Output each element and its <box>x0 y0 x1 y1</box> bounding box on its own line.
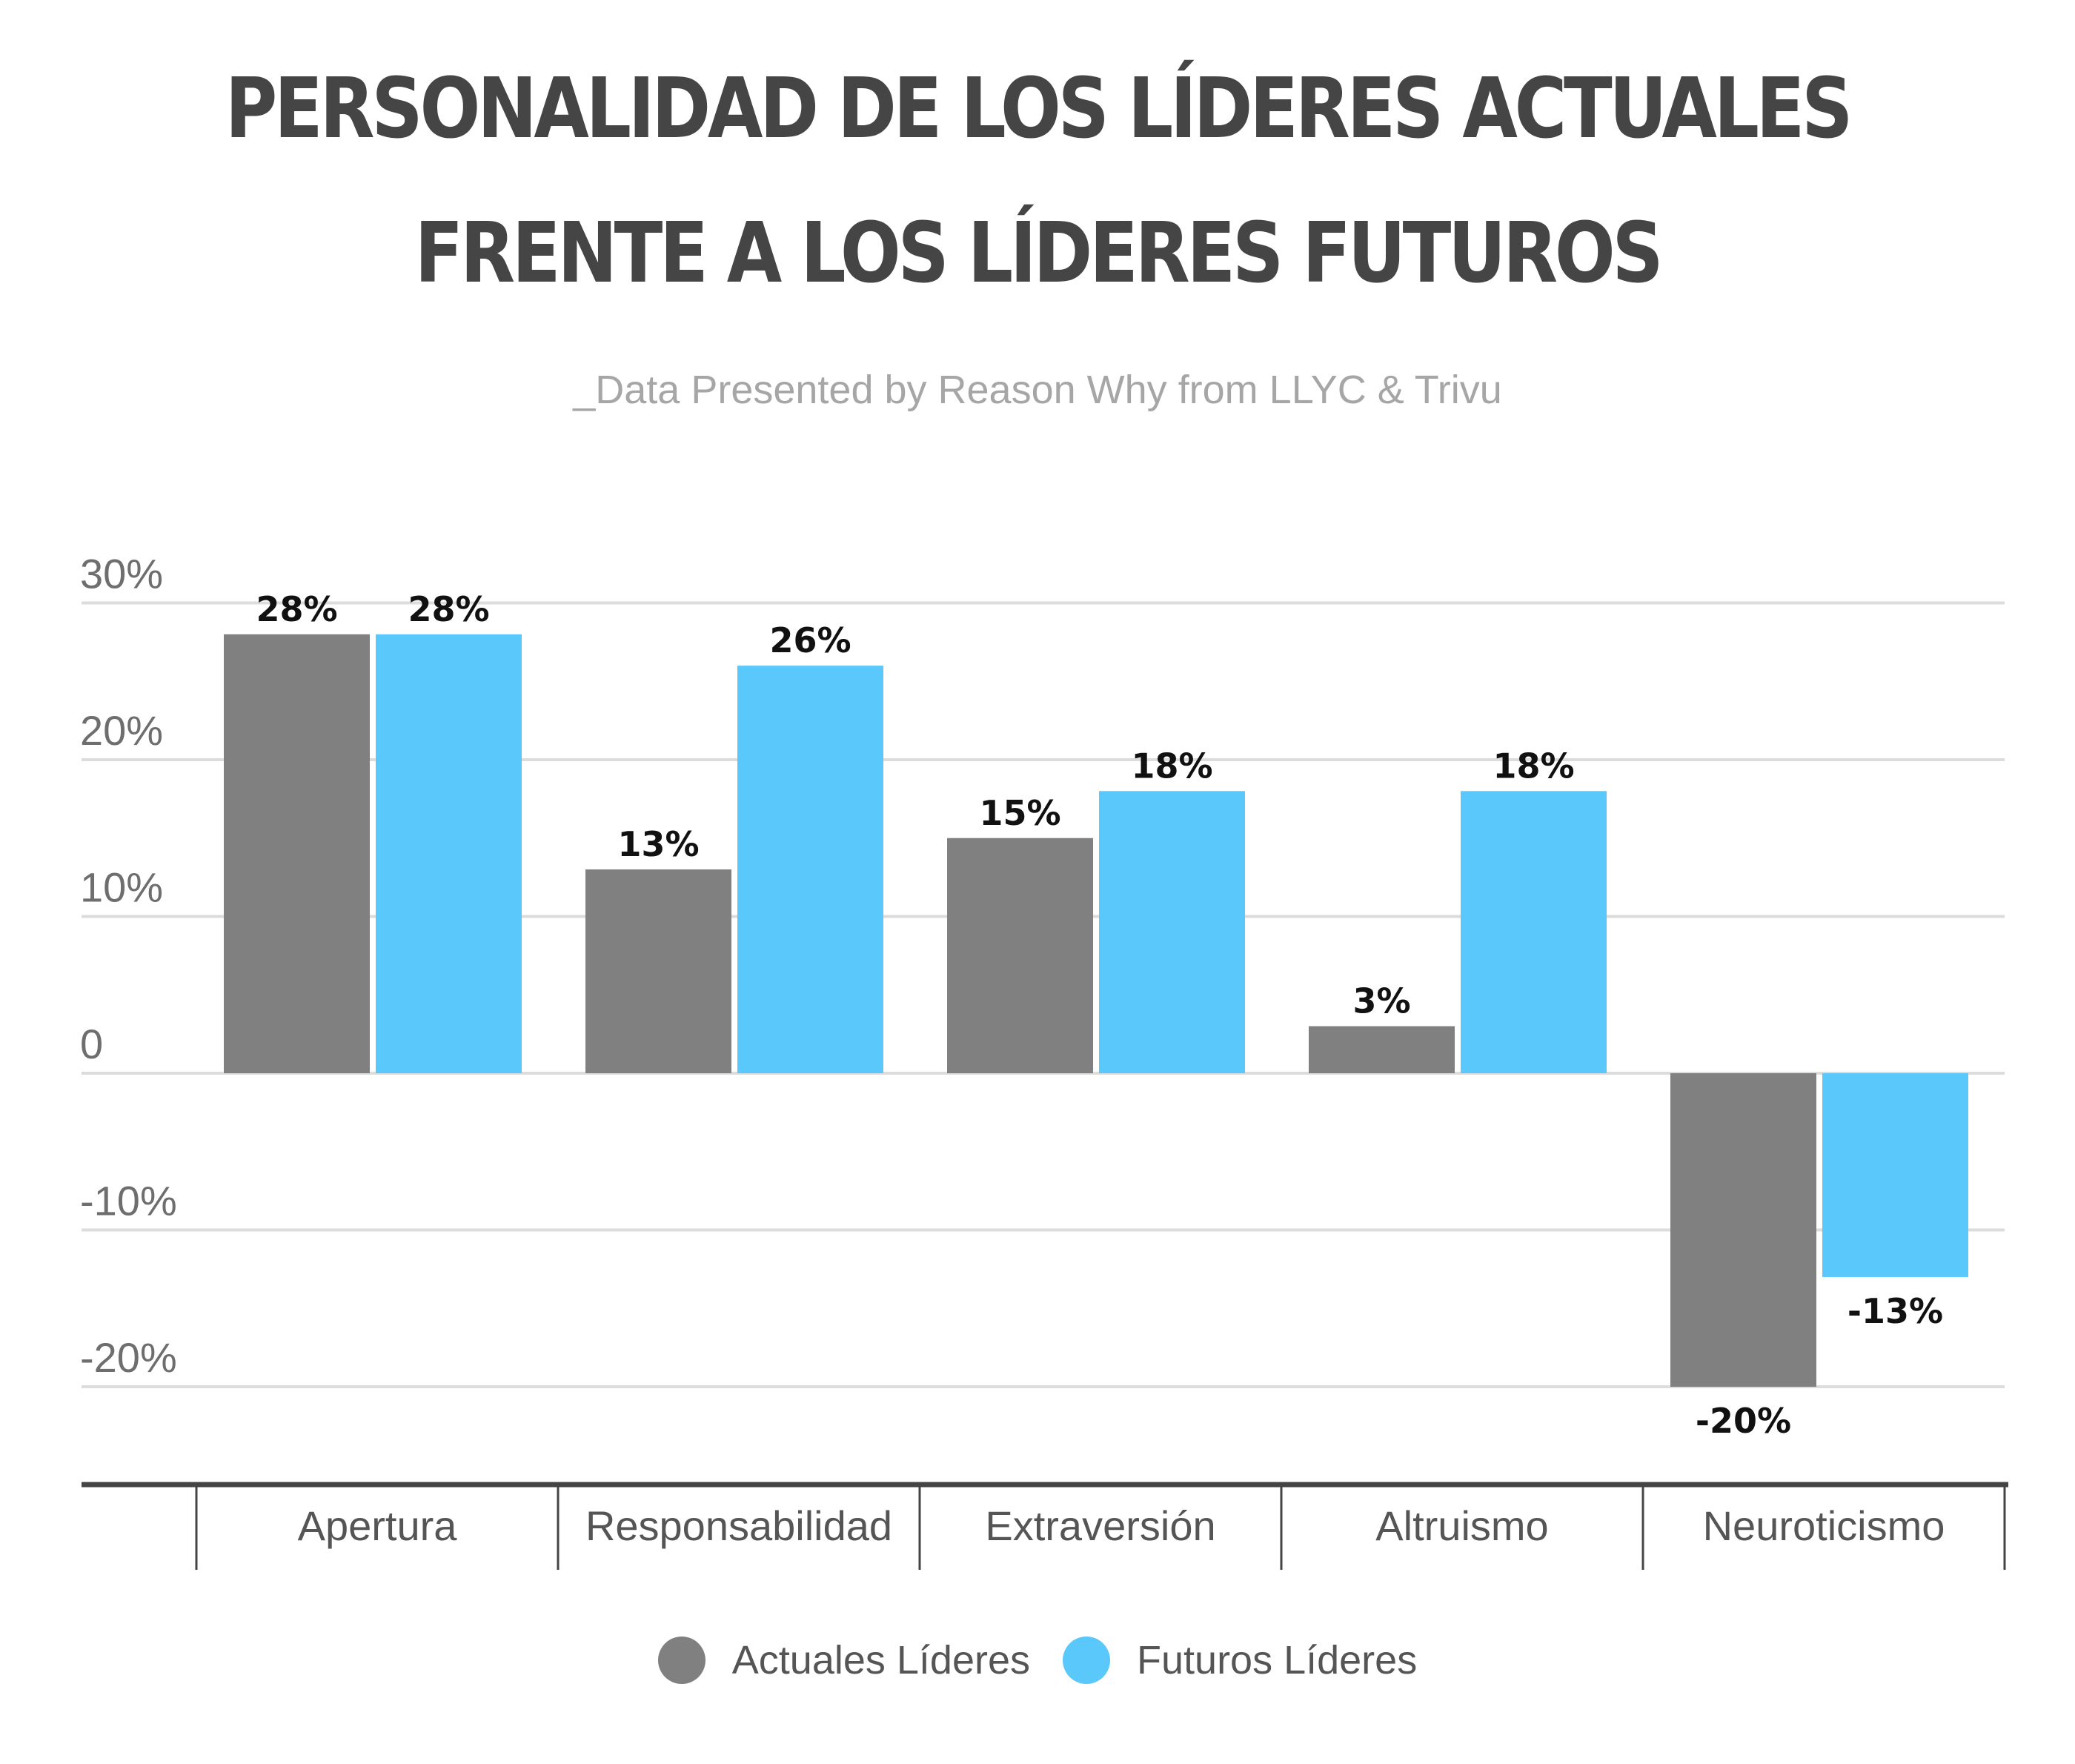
legend-label: Futuros Líderes <box>1137 1638 1418 1682</box>
bar <box>947 838 1093 1073</box>
y-tick-label: -20% <box>80 1334 177 1381</box>
x-tick-label: Neuroticismo <box>1703 1502 1945 1549</box>
data-label: 13% <box>617 824 699 864</box>
data-label: 28% <box>408 589 489 629</box>
data-label: 18% <box>1493 746 1574 786</box>
bar <box>585 869 731 1073</box>
chart-title-line-2: FRENTE A LOS LÍDERES FUTUROS <box>414 205 1663 302</box>
bar <box>224 634 370 1073</box>
bar <box>376 634 522 1073</box>
y-tick-label: 10% <box>80 864 163 911</box>
legend-swatch <box>657 1637 706 1684</box>
y-tick-label: -10% <box>80 1178 177 1224</box>
x-tick-label: Responsabilidad <box>585 1502 892 1549</box>
legend-label: Actuales Líderes <box>731 1638 1031 1682</box>
bar <box>1099 791 1245 1073</box>
y-axis-ticks: 30% 20% 10% 0 -10% -20% <box>80 551 177 1382</box>
data-label: 26% <box>769 620 851 660</box>
bar <box>737 666 883 1073</box>
y-tick-label: 30% <box>80 551 163 597</box>
y-tick-label: 0 <box>80 1021 103 1067</box>
legend-item: Actuales Líderes <box>657 1637 1031 1684</box>
bar <box>1461 791 1607 1073</box>
y-tick-label: 20% <box>80 707 163 754</box>
bar <box>1822 1073 1968 1277</box>
chart-title-line-1: PERSONALIDAD DE LOS LÍDERES ACTUALES <box>225 61 1853 157</box>
data-label: 28% <box>256 589 337 629</box>
data-label: -13% <box>1847 1291 1943 1331</box>
x-tick-label: Apertura <box>298 1502 458 1549</box>
data-label: -20% <box>1696 1401 1791 1441</box>
legend-item: Futuros Líderes <box>1063 1637 1417 1684</box>
bar <box>1670 1073 1816 1387</box>
value-labels: 28% 28% 13% 26% 15% 18% 3% 18% -20% -13% <box>256 589 1943 1441</box>
bars <box>224 634 1968 1387</box>
x-tick-label: Altruismo <box>1375 1502 1548 1549</box>
data-label: 15% <box>979 793 1060 833</box>
chart-subtitle: _Data Presented by Reason Why from LLYC … <box>573 368 1502 412</box>
data-label: 3% <box>1352 981 1410 1021</box>
bar <box>1309 1026 1455 1073</box>
legend-swatch <box>1063 1637 1111 1684</box>
legend: Actuales Líderes Futuros Líderes <box>0 1637 2075 1684</box>
x-tick-label: Extraversión <box>985 1502 1215 1549</box>
data-label: 18% <box>1131 746 1212 786</box>
x-axis: Apertura Responsabilidad Extraversión Altru… <box>82 1482 2008 1570</box>
